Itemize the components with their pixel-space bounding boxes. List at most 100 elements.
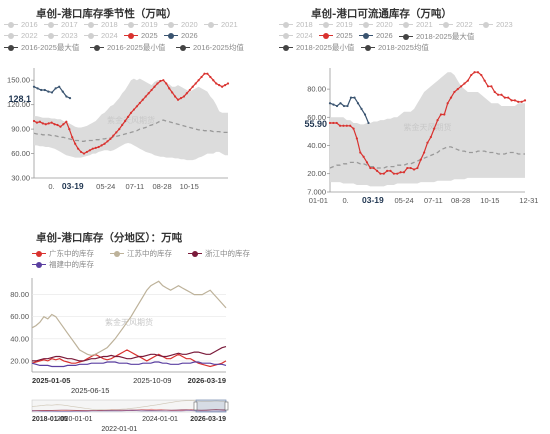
- series-2025-point: [497, 93, 500, 96]
- series-2026-point: [32, 85, 36, 88]
- x-tick-label: 08-28: [451, 196, 470, 205]
- legend-item-9[interactable]: 2025: [124, 31, 158, 40]
- y-tick-label: 150.00: [7, 76, 30, 85]
- series-2025-point: [59, 125, 62, 128]
- series-2025-point: [182, 95, 186, 98]
- legend-item-1[interactable]: 2019: [319, 20, 353, 29]
- series-2025-point: [62, 123, 65, 126]
- x-tick-label: 12-31: [519, 196, 538, 205]
- legend-swatch-icon: [164, 21, 178, 28]
- x-tick-label: 03-19: [362, 195, 384, 205]
- series-2025-point: [480, 73, 483, 77]
- legend-swatch-icon: [164, 32, 178, 39]
- legend-swatch-icon: [399, 33, 413, 40]
- series-2026-point: [349, 96, 353, 99]
- legend-item-2[interactable]: 浙江中的库存: [188, 248, 250, 259]
- legend-label: 2025: [336, 31, 353, 40]
- legend-item-6[interactable]: 2024: [279, 31, 313, 40]
- legend-item-3[interactable]: 福建中的库存: [32, 259, 94, 270]
- legend-label: 2022: [21, 31, 38, 40]
- series-2025-point: [523, 99, 527, 102]
- legend-label: 2022: [456, 20, 473, 29]
- series-2026-point: [328, 102, 332, 105]
- chart3-plot[interactable]: 80.0060.0040.0020.00紫金天风期货2025-01-052025…: [0, 272, 275, 434]
- series-2025-point: [118, 128, 121, 131]
- legend-swatch-icon: [361, 44, 375, 51]
- legend-item-0[interactable]: 2016: [4, 20, 38, 29]
- legend-item-5[interactable]: 2023: [479, 20, 513, 29]
- series-2025-point: [115, 131, 118, 134]
- legend-item-1[interactable]: 江苏中的库存: [110, 248, 172, 259]
- legend-swatch-icon: [4, 32, 18, 39]
- legend-item-1[interactable]: 2017: [44, 20, 78, 29]
- series-2025-point: [156, 82, 159, 85]
- legend-item-7[interactable]: 2025: [319, 31, 353, 40]
- chart1-plot[interactable]: 150.00 120.00 90.00 60.00 30.00 紫金天风期货 128.1 0.…: [0, 60, 275, 215]
- legend-item-13[interactable]: 2016-2025均值: [176, 42, 244, 53]
- series-2026-point: [50, 91, 54, 94]
- series-2025-point: [328, 121, 332, 125]
- legend-swatch-icon: [110, 250, 124, 257]
- legend-swatch-icon: [90, 44, 104, 51]
- legend-swatch-icon: [84, 32, 98, 39]
- legend-item-3[interactable]: 2019: [124, 20, 158, 29]
- series-2025-point: [94, 146, 97, 149]
- legend-item-2[interactable]: 2020: [359, 20, 393, 29]
- navigator-handle-right[interactable]: [224, 401, 229, 411]
- y-tick-label: 60.00: [307, 113, 326, 122]
- legend-label: 2018-2025最大值: [416, 32, 475, 41]
- series-2025-point: [226, 82, 230, 85]
- series-2026-point: [335, 104, 339, 108]
- legend-item-2[interactable]: 2018: [84, 20, 118, 29]
- legend-item-8[interactable]: 2026: [359, 31, 393, 40]
- chart2-plot[interactable]: 80.00 60.00 40.00 20.00 7.000 紫金天风期货 55.90 01-0…: [275, 60, 550, 215]
- series-2025-point: [365, 161, 369, 164]
- legend-item-5[interactable]: 2021: [204, 20, 238, 29]
- y-tick-label: 20.00: [307, 169, 326, 178]
- series-2025-point: [406, 166, 409, 170]
- navigator-x-tick-label: 2020-01-01: [57, 416, 93, 423]
- y-tick-label: 80.00: [10, 290, 29, 299]
- series-2025-point: [88, 149, 91, 152]
- legend-label: 2018-2025均值: [378, 43, 429, 52]
- legend-item-3[interactable]: 2021: [399, 20, 433, 29]
- legend-label: 2021: [416, 20, 433, 29]
- legend-item-7[interactable]: 2023: [44, 31, 78, 40]
- legend-label: 福建中的库存: [49, 260, 94, 269]
- legend-item-6[interactable]: 2022: [4, 31, 38, 40]
- legend-item-11[interactable]: 2016-2025最大值: [4, 42, 79, 53]
- series-2025-point: [332, 121, 335, 125]
- series-2025-point: [409, 166, 412, 170]
- legend-item-4[interactable]: 2020: [164, 20, 198, 29]
- series-2025-point: [100, 144, 103, 147]
- y-tick-label: 80.00: [307, 85, 326, 94]
- series-2025-point: [486, 85, 490, 88]
- series-2025-point: [490, 85, 493, 88]
- series-2025-point: [423, 151, 426, 154]
- legend-item-8[interactable]: 2024: [84, 31, 118, 40]
- x-tick-label: 08-28: [152, 182, 171, 191]
- legend-item-10[interactable]: 2018-2025最小值: [279, 42, 354, 53]
- legend-item-10[interactable]: 2026: [164, 31, 198, 40]
- series-2025-point: [372, 166, 375, 170]
- series-2025-point: [349, 124, 352, 127]
- legend-swatch-icon: [4, 21, 18, 28]
- legend-swatch-icon: [359, 21, 373, 28]
- legend-swatch-icon: [124, 32, 138, 39]
- navigator-series-2: [32, 409, 226, 411]
- series-2025-point: [342, 124, 345, 127]
- series-2025-point: [382, 172, 385, 175]
- legend-swatch-icon: [44, 32, 58, 39]
- legend-item-11[interactable]: 2018-2025均值: [361, 42, 429, 53]
- legend-swatch-icon: [176, 44, 190, 51]
- legend-item-4[interactable]: 2022: [439, 20, 473, 29]
- legend-item-9[interactable]: 2018-2025最大值: [399, 31, 474, 42]
- series-2025-point: [173, 95, 177, 98]
- series-line-1: [31, 280, 227, 357]
- series-2025-point: [399, 171, 402, 174]
- legend-item-0[interactable]: 2018: [279, 20, 313, 29]
- legend-item-0[interactable]: 广东中的库存: [32, 248, 94, 259]
- legend-item-12[interactable]: 2016-2025最小值: [90, 42, 165, 53]
- series-2025-point: [203, 72, 206, 75]
- legend-swatch-icon: [4, 44, 18, 51]
